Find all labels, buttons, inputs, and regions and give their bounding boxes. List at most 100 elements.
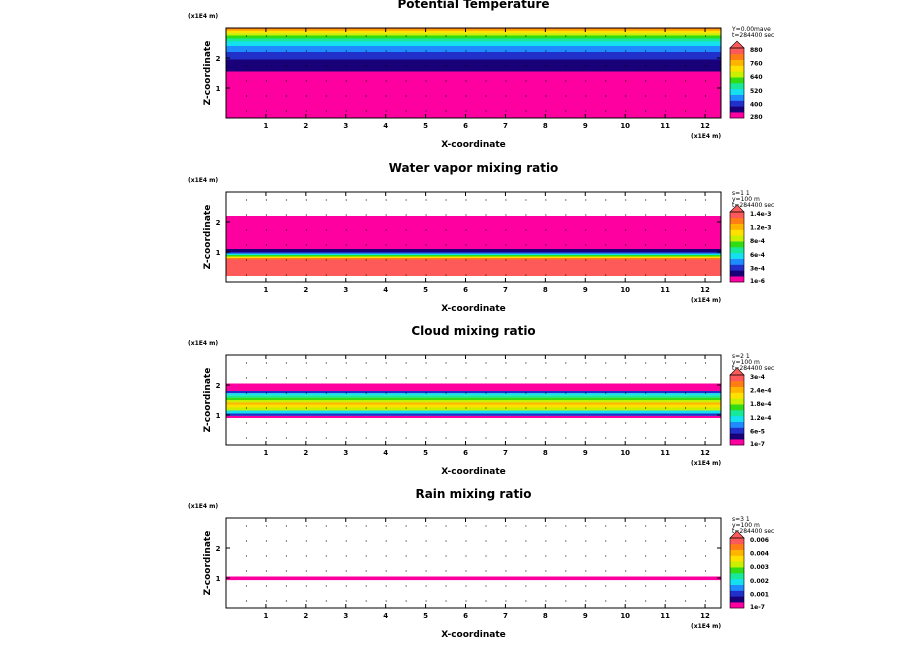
grid-dot — [425, 274, 427, 276]
grid-dot — [505, 392, 507, 394]
grid-dot — [325, 422, 327, 424]
z-unit-label: (x1E4 m) — [188, 13, 218, 20]
grid-dot — [365, 540, 367, 542]
grid-dot — [545, 50, 547, 52]
grid-dot — [405, 65, 407, 67]
grid-dot — [505, 422, 507, 424]
grid-dot — [305, 555, 307, 557]
grid-dot — [325, 570, 327, 572]
x-tick-label: 8 — [543, 449, 548, 457]
grid-dot — [705, 362, 707, 364]
grid-dot — [525, 80, 527, 82]
grid-dot — [685, 35, 687, 37]
grid-dot — [565, 422, 567, 424]
grid-dot — [325, 229, 327, 231]
grid-dot — [585, 377, 587, 379]
grid-dot — [605, 65, 607, 67]
contour-layer — [226, 249, 721, 252]
x-tick-label: 12 — [700, 449, 710, 457]
grid-dot — [625, 50, 627, 52]
x-tick-label: 9 — [583, 612, 588, 620]
grid-dot — [505, 214, 507, 216]
grid-dot — [405, 199, 407, 201]
grid-dot — [365, 555, 367, 557]
y-axis-label: Z-coordinate — [203, 531, 213, 596]
grid-dot — [305, 244, 307, 246]
grid-dot — [545, 600, 547, 602]
grid-dot — [465, 274, 467, 276]
grid-dot — [625, 392, 627, 394]
grid-dot — [685, 259, 687, 261]
x-unit-label: (x1E4 m) — [691, 297, 721, 304]
grid-dot — [625, 110, 627, 112]
grid-dot — [585, 540, 587, 542]
grid-dot — [525, 377, 527, 379]
grid-dot — [285, 95, 287, 97]
grid-dot — [385, 199, 387, 201]
grid-dot — [545, 229, 547, 231]
grid-dot — [285, 392, 287, 394]
grid-dot — [245, 555, 247, 557]
grid-dot — [565, 110, 567, 112]
colorbar-label: 1e-7 — [750, 441, 765, 448]
grid-dot — [465, 555, 467, 557]
grid-dot — [465, 392, 467, 394]
grid-dot — [525, 65, 527, 67]
grid-dot — [645, 274, 647, 276]
grid-dot — [685, 540, 687, 542]
contour-layer — [226, 59, 721, 72]
grid-dot — [505, 229, 507, 231]
grid-dot — [305, 570, 307, 572]
grid-dot — [645, 214, 647, 216]
grid-dot — [505, 80, 507, 82]
grid-dot — [345, 437, 347, 439]
grid-dot — [505, 570, 507, 572]
grid-dot — [265, 229, 267, 231]
grid-dot — [625, 377, 627, 379]
grid-dot — [385, 407, 387, 409]
grid-dot — [385, 377, 387, 379]
grid-dot — [245, 377, 247, 379]
grid-dot — [405, 600, 407, 602]
grid-dot — [605, 244, 607, 246]
grid-dot — [585, 95, 587, 97]
grid-dot — [325, 65, 327, 67]
colorbar-label: 760 — [750, 61, 763, 68]
grid-dot — [525, 214, 527, 216]
grid-dot — [665, 525, 667, 527]
grid-dot — [445, 110, 447, 112]
grid-dot — [585, 65, 587, 67]
x-tick-label: 8 — [543, 612, 548, 620]
contour-layer — [226, 576, 721, 581]
grid-dot — [345, 585, 347, 587]
grid-dot — [365, 600, 367, 602]
grid-dot — [345, 214, 347, 216]
grid-dot — [345, 274, 347, 276]
grid-dot — [465, 600, 467, 602]
grid-dot — [485, 437, 487, 439]
grid-dot — [445, 50, 447, 52]
grid-dot — [685, 199, 687, 201]
grid-dot — [665, 422, 667, 424]
grid-dot — [305, 110, 307, 112]
colorbar-label: 6e-5 — [750, 428, 765, 435]
plot-frame — [225, 191, 722, 283]
colorbar-label: 880 — [750, 47, 763, 54]
grid-dot — [385, 50, 387, 52]
colorbar-label: 0.004 — [750, 551, 769, 558]
grid-dot — [645, 80, 647, 82]
grid-dot — [345, 199, 347, 201]
grid-dot — [605, 540, 607, 542]
grid-dot — [325, 437, 327, 439]
contour-layer — [226, 393, 721, 396]
grid-dot — [445, 392, 447, 394]
grid-dot — [585, 437, 587, 439]
grid-dot — [365, 362, 367, 364]
grid-dot — [545, 422, 547, 424]
grid-dot — [485, 244, 487, 246]
grid-dot — [425, 555, 427, 557]
grid-dot — [425, 50, 427, 52]
grid-dot — [485, 362, 487, 364]
grid-dot — [385, 422, 387, 424]
